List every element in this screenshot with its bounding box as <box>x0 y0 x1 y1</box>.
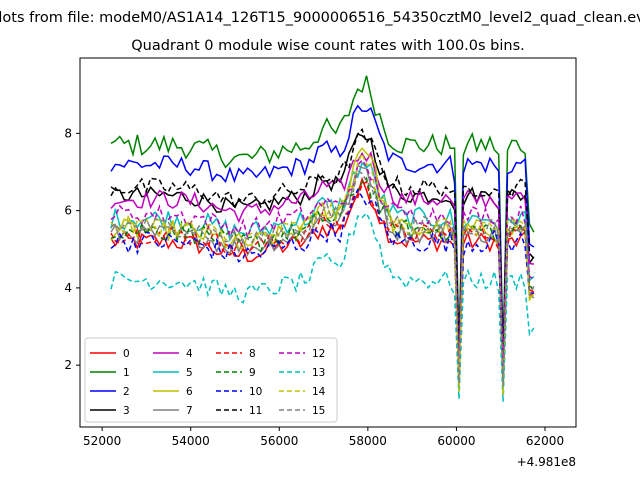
x-tick-label: 52000 <box>83 434 121 448</box>
legend-label-9: 9 <box>249 367 256 379</box>
x-tick-label: 56000 <box>260 434 298 448</box>
legend-label-3: 3 <box>123 405 130 417</box>
y-tick-label: 8 <box>64 126 72 140</box>
y-tick-label: 2 <box>64 358 72 372</box>
legend-label-11: 11 <box>249 405 262 417</box>
legend-label-6: 6 <box>186 386 193 398</box>
series-line-13 <box>110 212 535 402</box>
legend-label-14: 14 <box>312 386 326 398</box>
x-tick-label: 62000 <box>526 434 564 448</box>
legend-label-1: 1 <box>123 367 130 379</box>
legend-label-12: 12 <box>312 348 325 360</box>
legend-frame <box>84 337 338 423</box>
x-offset-label: +4.981e8 <box>517 455 576 469</box>
series-line-8 <box>110 180 535 381</box>
y-axis: 2 4 6 8 <box>64 126 80 372</box>
series-line-14 <box>110 151 535 396</box>
legend-label-10: 10 <box>249 386 262 398</box>
series-line-11 <box>110 127 535 359</box>
legend-label-8: 8 <box>249 348 256 360</box>
figure-suptitle: Plots from file: modeM0/AS1A14_126T15_90… <box>0 10 640 26</box>
legend-label-4: 4 <box>186 348 193 360</box>
legend-label-15: 15 <box>312 405 325 417</box>
series-line-12 <box>110 159 535 371</box>
legend-label-2: 2 <box>123 386 130 398</box>
series-line-2 <box>110 104 535 362</box>
x-tick-label: 60000 <box>437 434 475 448</box>
series-line-4 <box>110 150 535 368</box>
legend-label-7: 7 <box>186 405 193 417</box>
series-lines <box>110 75 535 402</box>
x-axis: 52000 54000 56000 58000 60000 62000 <box>83 427 564 448</box>
legend-label-13: 13 <box>312 367 325 379</box>
y-tick-label: 4 <box>64 281 72 295</box>
y-tick-label: 6 <box>64 204 72 218</box>
series-line-9 <box>110 176 535 374</box>
plot-frame <box>79 57 577 428</box>
x-tick-label: 58000 <box>349 434 387 448</box>
series-line-10 <box>110 188 534 381</box>
legend-label-0: 0 <box>123 348 130 360</box>
series-line-1 <box>110 75 535 352</box>
x-tick-label: 54000 <box>172 434 210 448</box>
series-line-3 <box>110 133 535 362</box>
chart-title: Quadrant 0 module wise count rates with … <box>131 38 525 54</box>
legend-label-5: 5 <box>186 367 193 379</box>
